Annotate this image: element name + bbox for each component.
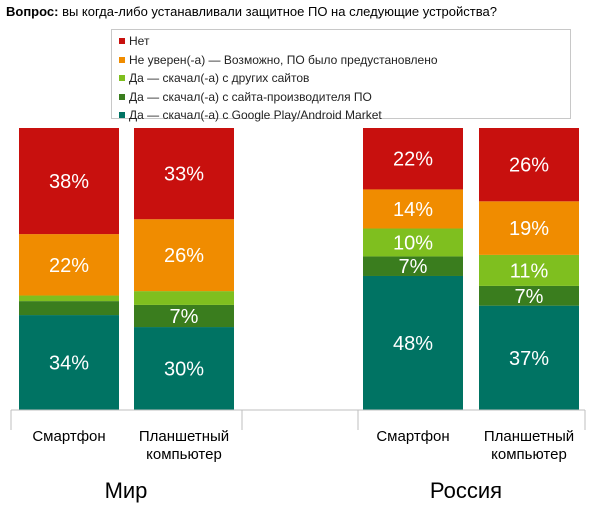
question-label: Вопрос: bbox=[6, 4, 59, 19]
legend-item: Не уверен(-а) — Возможно, ПО было предус… bbox=[119, 52, 438, 68]
data-label: 30% bbox=[164, 359, 204, 381]
data-label: 10% bbox=[393, 232, 433, 254]
bar-segment bbox=[479, 285, 579, 306]
bar-segment bbox=[479, 201, 579, 255]
legend-swatch bbox=[119, 93, 125, 100]
legend-item: Да — скачал(-а) с сайта-производителя ПО bbox=[119, 89, 372, 105]
bar-segment bbox=[134, 219, 234, 292]
category-label-line: Смартфон bbox=[376, 428, 449, 445]
bar-segment bbox=[19, 301, 119, 316]
legend-item: Нет bbox=[119, 33, 149, 49]
legend-swatch bbox=[119, 56, 125, 63]
legend-item: Да — скачал(-а) с Google Play/Android Ma… bbox=[119, 107, 382, 123]
category-label-line: Смартфон bbox=[32, 428, 105, 445]
bar-segment bbox=[363, 228, 463, 257]
data-label: 26% bbox=[164, 245, 204, 267]
bar-segment bbox=[479, 128, 579, 202]
data-label: 7% bbox=[515, 286, 544, 308]
bar-segment bbox=[134, 327, 234, 410]
data-label: 33% bbox=[164, 164, 204, 186]
legend-label: Да — скачал(-а) с других сайтов bbox=[129, 71, 310, 85]
category-label-line: компьютер bbox=[491, 446, 567, 463]
data-label: 26% bbox=[509, 155, 549, 177]
category-label-line: Планшетный bbox=[139, 428, 229, 445]
category-label: Планшетный компьютер bbox=[484, 428, 574, 463]
bar-segment bbox=[363, 275, 463, 410]
data-label: 7% bbox=[170, 306, 199, 328]
data-label: 19% bbox=[509, 218, 549, 240]
bar-segment bbox=[134, 304, 234, 328]
legend-swatch bbox=[119, 112, 125, 118]
category-label-line: Планшетный bbox=[484, 428, 574, 445]
bar-segment bbox=[479, 305, 579, 410]
legend-label: Да — скачал(-а) с сайта-производителя ПО bbox=[129, 89, 372, 104]
data-label: 14% bbox=[393, 199, 433, 221]
legend-swatch bbox=[119, 38, 125, 44]
bar-segment bbox=[479, 254, 579, 286]
category-label: Смартфон bbox=[376, 428, 449, 445]
bar-segment bbox=[19, 315, 119, 410]
bar-segment bbox=[363, 189, 463, 229]
data-label: 37% bbox=[509, 348, 549, 370]
legend: Нет Не уверен(-а) — Возможно, ПО было пре… bbox=[111, 29, 571, 122]
data-label: 38% bbox=[49, 171, 89, 193]
bar-segment bbox=[19, 128, 119, 235]
bar-segment bbox=[19, 295, 119, 302]
data-label: 34% bbox=[49, 353, 89, 375]
legend-label: Не уверен(-а) — Возможно, ПО было предус… bbox=[129, 52, 438, 67]
data-label: 22% bbox=[49, 255, 89, 277]
data-label: 7% bbox=[399, 256, 428, 278]
bar-segment bbox=[134, 291, 234, 305]
legend-label: Нет bbox=[129, 34, 150, 48]
bar-segment bbox=[363, 256, 463, 276]
legend-swatch bbox=[119, 75, 125, 81]
data-label: 11% bbox=[510, 260, 549, 282]
question-body: вы когда-либо устанавливали защитное ПО … bbox=[58, 4, 497, 19]
legend-item: Да — скачал(-а) с других сайтов bbox=[119, 70, 309, 86]
bar-segment bbox=[363, 128, 463, 190]
group-label: Мир bbox=[105, 478, 148, 503]
category-label: Планшетный компьютер bbox=[139, 428, 229, 463]
bar-segment bbox=[19, 234, 119, 296]
category-label: Смартфон bbox=[32, 428, 105, 445]
question-text: Вопрос: вы когда-либо устанавливали защи… bbox=[6, 4, 596, 19]
bar-segment bbox=[134, 128, 234, 220]
legend-label: Да — скачал(-а) с Google Play/Android Ma… bbox=[129, 108, 382, 122]
data-label: 22% bbox=[393, 149, 433, 171]
category-label-line: компьютер bbox=[146, 446, 222, 463]
group-label: Россия bbox=[430, 478, 502, 503]
data-label: 48% bbox=[393, 333, 433, 355]
